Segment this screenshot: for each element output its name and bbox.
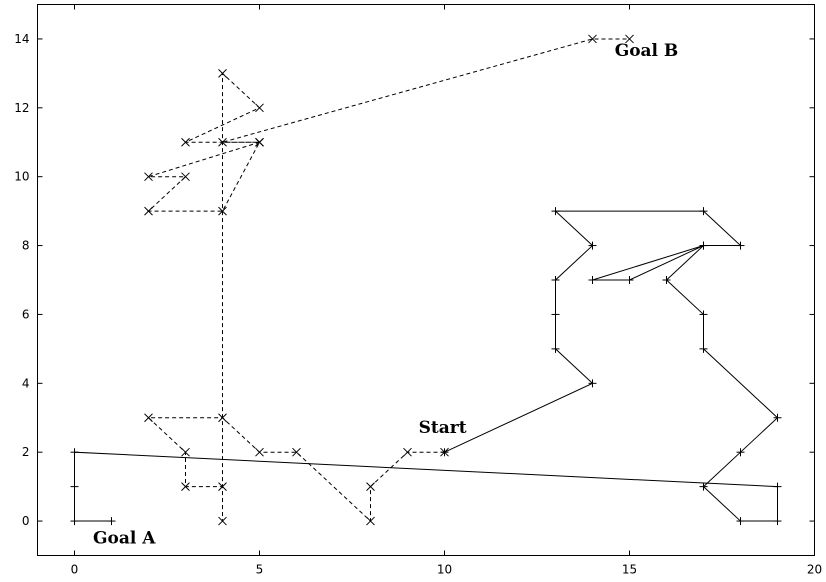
data-point [218,413,227,423]
y-tick-label: 10 [14,170,29,184]
data-point [551,207,560,216]
data-point [218,482,227,491]
data-point [218,137,227,147]
data-point [699,310,708,319]
data-point [551,276,560,284]
annotation-layer: Start Goal A Goal B [93,41,678,548]
data-point [625,276,634,284]
data-point [366,516,375,526]
y-tick-label: 14 [14,32,29,46]
series-solid [70,207,782,526]
data-point [551,344,560,353]
data-point [699,482,708,491]
data-point [736,241,745,250]
x-tick-label: 10 [437,563,452,577]
axis-ticks: 0 5 10 15 20 0 2 4 6 8 10 12 14 [14,4,822,577]
data-point [181,172,190,182]
data-point [773,517,782,526]
data-point [218,516,227,526]
series-line-dashed [147,38,630,523]
data-point [181,137,190,147]
annotation-label: Start [419,418,467,438]
x-tick-label: 5 [256,563,264,577]
series-dashed [144,34,634,526]
data-point [181,482,190,491]
y-tick-label: 8 [22,239,30,253]
annotation-label: Goal A [93,528,156,548]
y-tick-label: 0 [22,514,30,528]
data-point [699,344,708,353]
data-point [70,482,79,491]
data-point [366,482,375,491]
data-point [662,276,671,284]
data-point [144,172,153,182]
data-point [218,69,227,78]
data-point [588,34,597,44]
y-tick-label: 6 [22,307,30,321]
series-layer [70,34,782,526]
data-point [588,276,597,284]
data-point [588,379,597,388]
y-tick-label: 4 [22,376,30,390]
y-tick-label: 12 [14,101,29,115]
data-point [70,517,79,526]
data-point [625,34,634,44]
data-point [736,517,745,526]
y-tick-label: 2 [22,445,30,459]
data-point [255,137,264,147]
data-point [255,447,264,457]
data-point [403,447,412,457]
data-point [70,448,79,457]
data-point [440,447,449,457]
data-point [699,207,708,216]
data-point [107,517,116,526]
data-point [255,103,264,113]
data-point [292,447,301,457]
plot-frame [37,4,815,556]
data-point [588,241,597,250]
data-point [551,310,560,319]
data-point [144,413,153,423]
x-tick-label: 15 [622,563,637,577]
series-line-solid [74,210,779,522]
data-point [773,413,782,422]
data-point [144,206,153,216]
x-tick-label: 20 [807,563,822,577]
data-point [736,448,745,457]
data-point [773,482,782,491]
annotation-label: Goal B [615,41,679,61]
data-point [218,206,227,216]
x-tick-label: 0 [71,563,79,577]
data-point [699,241,708,250]
data-point [181,447,190,457]
